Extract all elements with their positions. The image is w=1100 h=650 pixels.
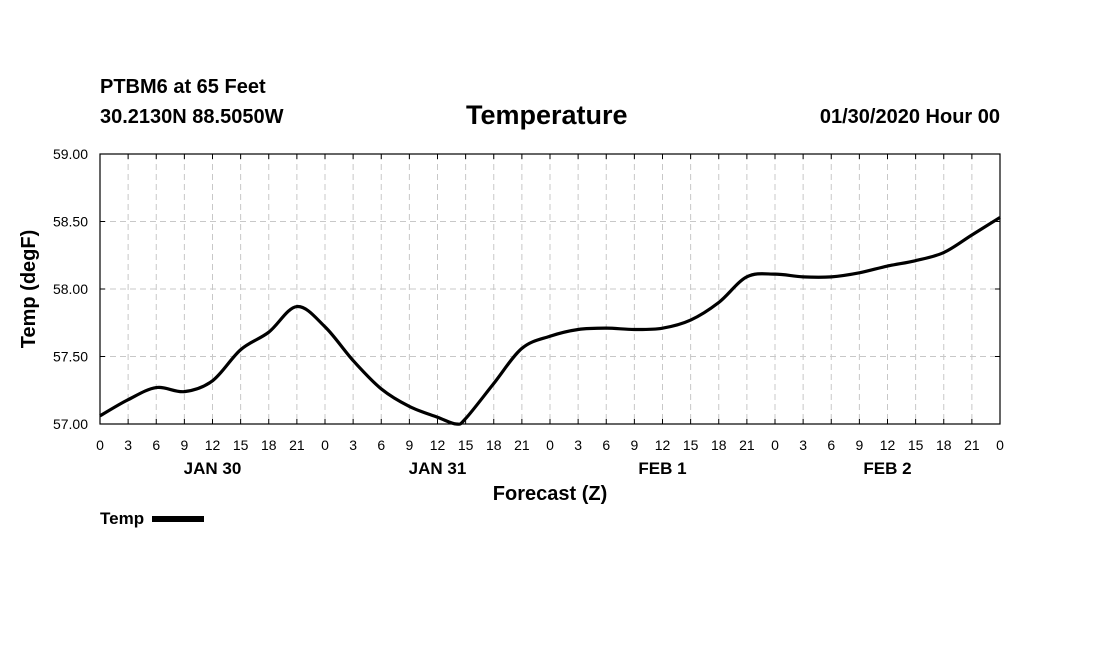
date-label: JAN 31	[409, 459, 467, 478]
x-tick-label: 6	[827, 437, 835, 453]
x-tick-label: 0	[321, 437, 329, 453]
y-tick-label: 57.50	[53, 349, 88, 365]
x-tick-label: 15	[683, 437, 699, 453]
y-tick-label: 57.00	[53, 416, 88, 432]
x-tick-label: 18	[711, 437, 727, 453]
run-time-label: 01/30/2020 Hour 00	[819, 106, 1000, 128]
x-tick-label: 21	[289, 437, 305, 453]
x-tick-label: 6	[602, 437, 610, 453]
x-tick-label: 15	[233, 437, 249, 453]
series-line-temp	[99, 216, 1001, 426]
x-tick-label: 0	[96, 437, 104, 453]
y-tick-label: 58.00	[53, 281, 88, 297]
x-tick-label: 21	[514, 437, 530, 453]
x-tick-label: 9	[405, 437, 413, 453]
x-tick-label: 21	[964, 437, 980, 453]
date-label: JAN 30	[184, 459, 242, 478]
legend-swatch-temp	[152, 516, 205, 522]
x-tick-label: 3	[574, 437, 582, 453]
legend: Temp	[100, 509, 205, 529]
date-label: FEB 2	[863, 459, 911, 478]
y-tick-label: 59.00	[53, 146, 88, 162]
x-tick-label: 0	[771, 437, 779, 453]
x-tick-label: 18	[936, 437, 952, 453]
x-tick-label: 12	[430, 437, 446, 453]
y-tick-label: 58.50	[53, 214, 88, 230]
date-label: FEB 1	[638, 459, 686, 478]
y-axis-label: Temp (degF)	[18, 230, 40, 349]
x-axis-label: Forecast (Z)	[493, 483, 607, 505]
x-tick-label: 3	[124, 437, 132, 453]
x-tick-label: 18	[486, 437, 502, 453]
x-tick-label: 3	[799, 437, 807, 453]
x-tick-label: 6	[152, 437, 160, 453]
x-tick-label: 12	[205, 437, 221, 453]
chart-title: Temperature	[466, 100, 628, 130]
x-tick-label: 15	[458, 437, 474, 453]
legend-label-temp: Temp	[100, 509, 145, 528]
x-tick-label: 9	[180, 437, 188, 453]
station-label: PTBM6 at 65 Feet	[100, 76, 266, 98]
coordinates-label: 30.2130N 88.5050W	[100, 106, 284, 128]
x-tick-label: 21	[739, 437, 755, 453]
x-tick-label: 9	[855, 437, 863, 453]
x-tick-label: 12	[655, 437, 671, 453]
x-tick-label: 9	[630, 437, 638, 453]
x-tick-label: 0	[996, 437, 1004, 453]
x-tick-label: 18	[261, 437, 277, 453]
x-tick-label: 12	[880, 437, 896, 453]
x-tick-label: 3	[349, 437, 357, 453]
x-tick-label: 15	[908, 437, 924, 453]
x-tick-label: 0	[546, 437, 554, 453]
x-tick-label: 6	[377, 437, 385, 453]
